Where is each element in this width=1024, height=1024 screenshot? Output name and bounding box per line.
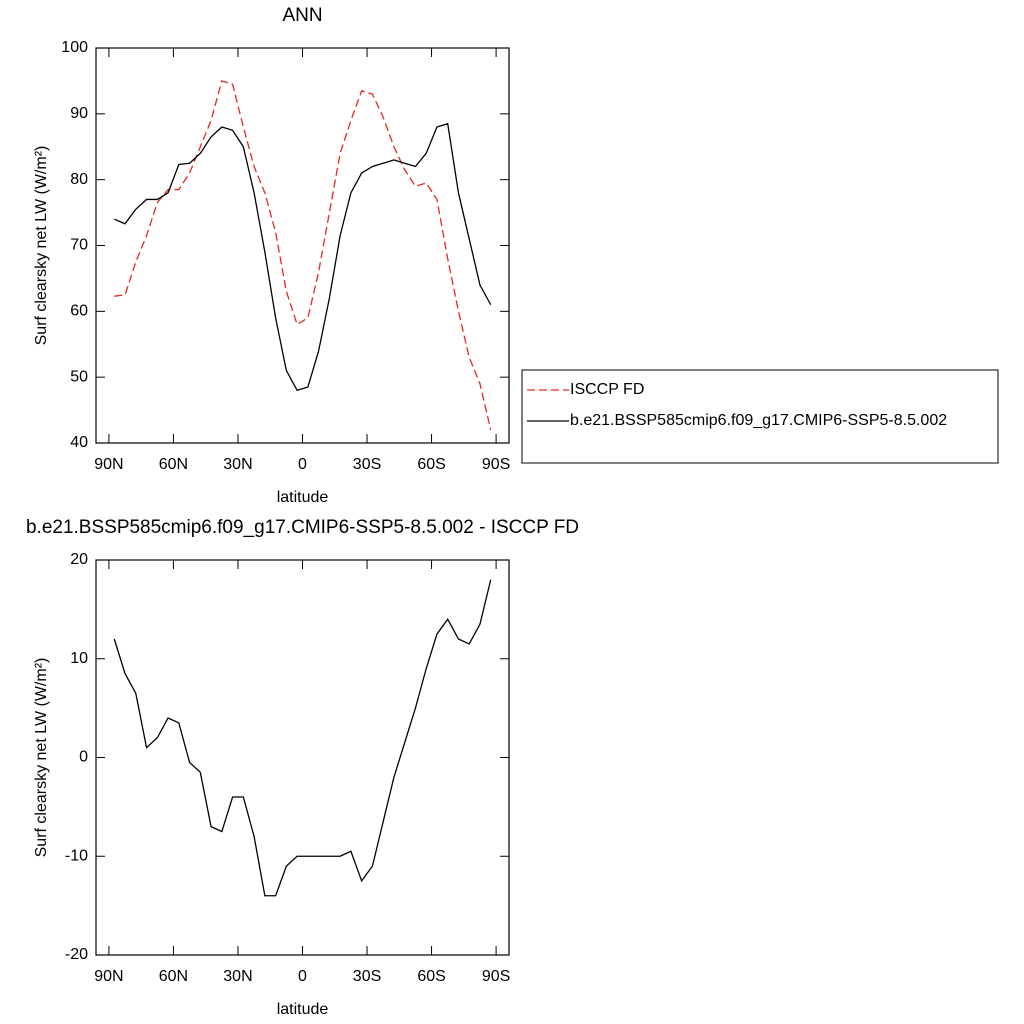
x-axis-label: latitude [277, 489, 329, 506]
x-tick-label: 30N [223, 456, 252, 473]
x-tick-label: 90N [94, 456, 123, 473]
x-tick-label: 90N [94, 968, 123, 985]
chart-title: ANN [282, 5, 322, 26]
x-tick-label: 30S [353, 456, 381, 473]
data-line [113, 579, 492, 897]
y-tick-label: 70 [70, 237, 88, 254]
legend-label: ISCCP FD [570, 381, 644, 398]
y-tick-label: -20 [65, 946, 88, 963]
y-tick-label: 20 [70, 551, 88, 568]
y-tick-label: 10 [70, 650, 88, 667]
x-tick-label: 60S [417, 456, 445, 473]
legend-label: b.e21.BSSP585cmip6.f09_g17.CMIP6-SSP5-8.… [570, 412, 947, 429]
y-tick-label: -10 [65, 847, 88, 864]
y-tick-label: 50 [70, 368, 88, 385]
x-tick-label: 90S [482, 456, 510, 473]
x-tick-label: 0 [298, 968, 307, 985]
y-tick-label: 80 [70, 171, 88, 188]
y-tick-label: 0 [79, 749, 88, 766]
y-tick-label: 100 [61, 39, 88, 56]
y-tick-label: 60 [70, 303, 88, 320]
x-tick-label: 0 [298, 456, 307, 473]
x-axis-label: latitude [277, 1001, 329, 1018]
y-tick-label: 90 [70, 105, 88, 122]
chart-title: b.e21.BSSP585cmip6.f09_g17.CMIP6-SSP5-8.… [26, 517, 579, 538]
x-tick-label: 60N [159, 968, 188, 985]
x-tick-label: 60S [417, 968, 445, 985]
y-axis-label: Surf clearsky net LW (W/m²) [33, 146, 50, 346]
y-tick-label: 40 [70, 434, 88, 451]
x-tick-label: 30N [223, 968, 252, 985]
x-tick-label: 90S [482, 968, 510, 985]
y-axis-label: Surf clearsky net LW (W/m²) [33, 658, 50, 858]
plot-frame [95, 47, 510, 444]
data-line [114, 80, 492, 430]
x-tick-label: 60N [159, 456, 188, 473]
x-tick-label: 30S [353, 968, 381, 985]
data-line [114, 122, 492, 392]
legend-box [521, 369, 999, 464]
